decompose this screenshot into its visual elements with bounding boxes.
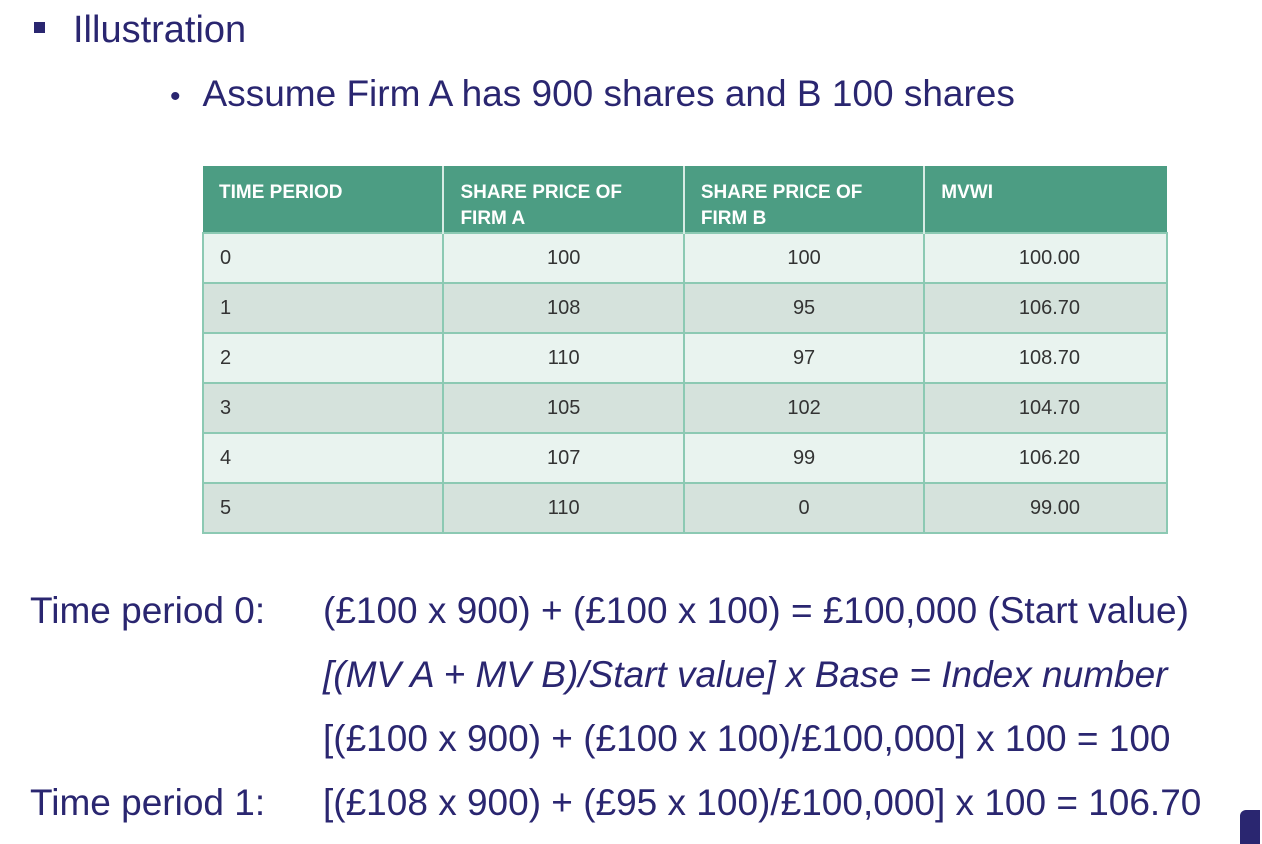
slide-corner-decoration xyxy=(1240,810,1260,844)
table-header-row: TIME PERIOD SHARE PRICE OF FIRM A SHARE … xyxy=(203,166,1167,233)
table-row: 1 108 95 106.70 xyxy=(201,282,1168,334)
cell-price-b: 100 xyxy=(682,232,926,284)
cell-price-b: 95 xyxy=(682,282,926,334)
cell-time-period: 4 xyxy=(201,432,445,484)
calc-formula-start-value: (£100 x 900) + (£100 x 100) = £100,000 (… xyxy=(323,590,1189,631)
cell-time-period: 5 xyxy=(201,482,445,534)
table-row: 0 100 100 100.00 xyxy=(201,232,1168,284)
header-share-price-a: SHARE PRICE OF FIRM A xyxy=(442,166,684,233)
cell-mvwi: 108.70 xyxy=(923,332,1168,384)
cell-time-period: 1 xyxy=(201,282,445,334)
table-row: 3 105 102 104.70 xyxy=(201,382,1168,434)
bullet-illustration: Illustration xyxy=(34,8,246,52)
cell-price-a: 105 xyxy=(442,382,685,434)
cell-mvwi: 106.20 xyxy=(923,432,1168,484)
table-row: 5 110 0 99.00 xyxy=(201,482,1168,534)
table-row: 2 110 97 108.70 xyxy=(201,332,1168,384)
cell-price-b: 102 xyxy=(682,382,926,434)
header-time-period: TIME PERIOD xyxy=(203,166,444,233)
calc-label-period-1: Time period 1: xyxy=(30,782,266,823)
calc-formula-general: [(MV A + MV B)/Start value] x Base = Ind… xyxy=(323,654,1168,695)
round-bullet-icon: • xyxy=(170,80,181,113)
cell-price-b: 99 xyxy=(682,432,926,484)
square-bullet-icon xyxy=(34,22,45,34)
cell-price-a: 108 xyxy=(442,282,685,334)
cell-time-period: 2 xyxy=(201,332,445,384)
cell-time-period: 3 xyxy=(201,382,445,434)
cell-price-a: 110 xyxy=(442,332,685,384)
header-mvwi: MVWI xyxy=(923,166,1167,233)
cell-price-a: 107 xyxy=(442,432,685,484)
calc-formula-period-0-index: [(£100 x 900) + (£100 x 100)/£100,000] x… xyxy=(323,718,1171,759)
header-share-price-b: SHARE PRICE OF FIRM B xyxy=(682,166,925,233)
cell-mvwi: 100.00 xyxy=(923,232,1168,284)
cell-price-b: 97 xyxy=(682,332,926,384)
bullet-assumption: • Assume Firm A has 900 shares and B 100 … xyxy=(170,72,1015,119)
bullet-assumption-text: Assume Firm A has 900 shares and B 100 s… xyxy=(202,73,1015,114)
calc-formula-period-1-index: [(£108 x 900) + (£95 x 100)/£100,000] x … xyxy=(323,782,1202,823)
cell-mvwi: 104.70 xyxy=(923,382,1168,434)
cell-time-period: 0 xyxy=(201,232,445,284)
mvwi-table: TIME PERIOD SHARE PRICE OF FIRM A SHARE … xyxy=(201,166,1168,534)
table-row: 4 107 99 106.20 xyxy=(201,432,1168,484)
cell-mvwi: 106.70 xyxy=(923,282,1168,334)
bullet-illustration-text: Illustration xyxy=(73,9,247,51)
cell-price-a: 110 xyxy=(442,482,685,534)
cell-price-a: 100 xyxy=(442,232,685,284)
cell-mvwi: 99.00 xyxy=(923,482,1168,534)
calc-label-period-0: Time period 0: xyxy=(30,590,266,631)
cell-price-b: 0 xyxy=(682,482,926,534)
